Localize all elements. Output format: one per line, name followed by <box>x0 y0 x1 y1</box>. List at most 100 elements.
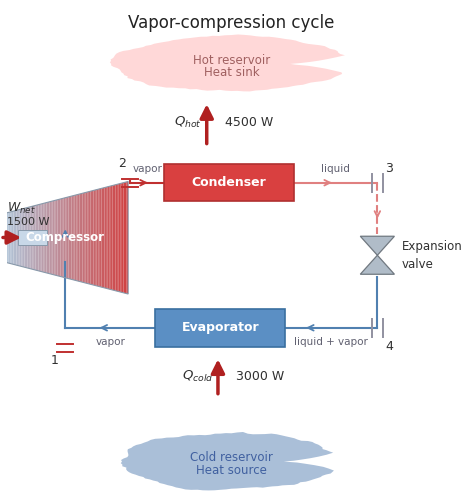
Polygon shape <box>82 193 84 283</box>
Polygon shape <box>23 208 25 267</box>
Polygon shape <box>122 183 123 293</box>
Polygon shape <box>92 191 93 285</box>
Polygon shape <box>29 207 31 269</box>
Text: Cold reservoir: Cold reservoir <box>190 451 273 464</box>
Polygon shape <box>13 211 15 265</box>
Polygon shape <box>360 236 394 255</box>
Polygon shape <box>67 197 68 279</box>
Polygon shape <box>64 198 65 278</box>
Polygon shape <box>101 188 103 288</box>
Polygon shape <box>112 185 114 290</box>
Polygon shape <box>36 205 37 271</box>
Polygon shape <box>6 213 7 263</box>
Polygon shape <box>10 212 12 264</box>
FancyBboxPatch shape <box>164 164 294 202</box>
Text: Condenser: Condenser <box>192 176 266 189</box>
Polygon shape <box>118 184 120 292</box>
Polygon shape <box>27 207 29 269</box>
Polygon shape <box>106 187 108 289</box>
Polygon shape <box>109 186 111 290</box>
Text: 4: 4 <box>385 341 393 353</box>
Polygon shape <box>81 193 82 282</box>
Polygon shape <box>84 193 86 283</box>
Text: liquid: liquid <box>321 163 350 174</box>
Polygon shape <box>9 212 10 264</box>
Polygon shape <box>2 214 4 262</box>
Polygon shape <box>31 206 32 269</box>
Polygon shape <box>26 207 27 268</box>
Polygon shape <box>55 200 56 275</box>
Text: $Q_{cold}$: $Q_{cold}$ <box>182 369 213 384</box>
Polygon shape <box>57 199 59 276</box>
Polygon shape <box>12 211 13 265</box>
Polygon shape <box>42 203 43 272</box>
Polygon shape <box>125 182 127 294</box>
Polygon shape <box>111 186 112 290</box>
Text: Compressor: Compressor <box>26 231 105 244</box>
Polygon shape <box>78 194 80 281</box>
Polygon shape <box>68 197 70 279</box>
Text: 3000 W: 3000 W <box>236 370 284 383</box>
Polygon shape <box>38 204 40 271</box>
Polygon shape <box>56 200 57 276</box>
Polygon shape <box>61 199 62 277</box>
Polygon shape <box>32 206 34 270</box>
Text: 3: 3 <box>385 162 393 175</box>
Polygon shape <box>34 205 36 270</box>
Polygon shape <box>17 210 18 266</box>
Polygon shape <box>43 203 45 273</box>
Polygon shape <box>37 205 38 271</box>
Polygon shape <box>121 432 334 490</box>
Polygon shape <box>45 203 46 273</box>
Polygon shape <box>116 184 117 291</box>
Polygon shape <box>89 191 91 284</box>
Polygon shape <box>59 199 61 277</box>
Text: Hot reservoir: Hot reservoir <box>193 54 270 67</box>
Polygon shape <box>73 195 75 280</box>
Polygon shape <box>98 189 100 287</box>
Polygon shape <box>91 191 92 285</box>
Text: vapor: vapor <box>95 337 125 347</box>
Polygon shape <box>4 213 6 263</box>
Polygon shape <box>62 198 64 277</box>
Polygon shape <box>53 201 55 275</box>
Text: valve: valve <box>402 258 434 271</box>
Polygon shape <box>87 192 89 284</box>
Polygon shape <box>123 182 125 293</box>
Polygon shape <box>50 201 51 274</box>
Polygon shape <box>110 35 345 92</box>
Polygon shape <box>76 195 78 281</box>
Polygon shape <box>72 196 73 280</box>
Bar <box>18 230 47 245</box>
Polygon shape <box>7 212 9 263</box>
Text: $Q_{hot}$: $Q_{hot}$ <box>174 115 202 130</box>
Polygon shape <box>114 185 116 291</box>
Polygon shape <box>95 190 97 286</box>
Text: Evaporator: Evaporator <box>182 321 259 334</box>
Text: 1500 W: 1500 W <box>7 217 49 227</box>
Polygon shape <box>40 204 42 272</box>
Text: 1: 1 <box>51 354 59 367</box>
Text: Heat sink: Heat sink <box>204 66 259 79</box>
Text: liquid + vapor: liquid + vapor <box>294 337 368 347</box>
Text: vapor: vapor <box>132 163 162 174</box>
Polygon shape <box>86 192 87 284</box>
Polygon shape <box>15 210 17 265</box>
Polygon shape <box>80 194 81 282</box>
Polygon shape <box>46 202 48 273</box>
Polygon shape <box>65 197 67 278</box>
FancyBboxPatch shape <box>155 309 285 347</box>
Polygon shape <box>51 201 53 275</box>
Polygon shape <box>117 184 118 292</box>
Polygon shape <box>75 195 76 281</box>
Polygon shape <box>103 188 105 288</box>
Polygon shape <box>120 183 122 292</box>
Polygon shape <box>21 209 23 267</box>
Polygon shape <box>105 187 106 288</box>
Polygon shape <box>48 202 50 274</box>
Polygon shape <box>20 209 21 267</box>
Polygon shape <box>93 190 95 286</box>
Polygon shape <box>25 208 26 268</box>
Polygon shape <box>360 255 394 274</box>
Polygon shape <box>18 210 20 266</box>
